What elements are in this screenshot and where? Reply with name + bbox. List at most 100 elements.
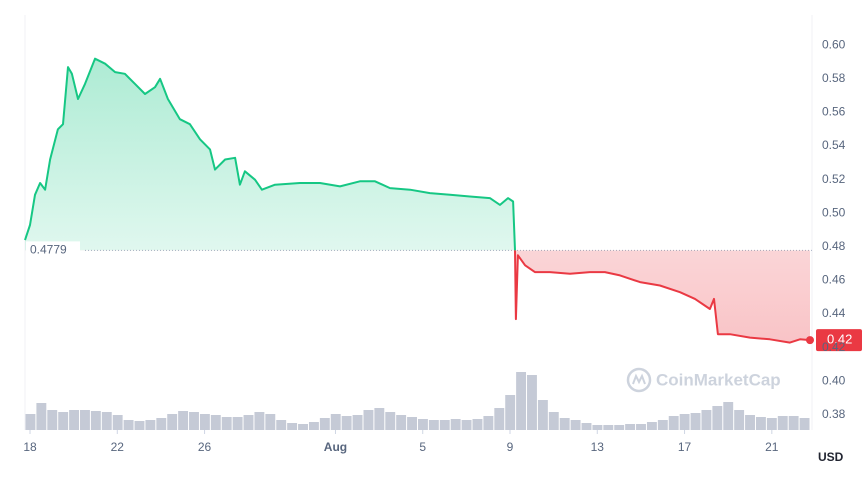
volume-bar (265, 414, 276, 430)
current-price-dot (806, 336, 814, 345)
axes: 0.38 0.40 0.42 0.44 0.46 0.48 0.50 0.52 0.54 0.56… (23, 37, 845, 454)
watermark-logo (626, 367, 652, 393)
y-tick-label: 0.52 (822, 172, 846, 186)
volume-bar (450, 419, 461, 430)
watermark-logo-mark (632, 373, 646, 385)
volume-bar (156, 418, 167, 430)
price-line-down (514, 250, 811, 344)
volume-bar (123, 420, 134, 430)
volume-bar (766, 418, 777, 430)
volume-bar (690, 413, 701, 430)
volume-bar (712, 406, 723, 430)
volume-bar (472, 419, 483, 430)
volume-bar (112, 415, 123, 430)
volume-bar (701, 410, 712, 430)
volume-bar (287, 423, 298, 430)
volume-bar (374, 408, 385, 430)
volume-bar (745, 415, 755, 430)
baseline-label-bg (26, 241, 80, 260)
y-tick-label: 0.60 (822, 37, 846, 51)
current-price-badge (816, 329, 862, 352)
volume-bar (69, 410, 80, 430)
volume-bar (178, 411, 189, 430)
volume-bar (548, 412, 559, 430)
x-tick-label: 22 (111, 440, 125, 454)
volume-bar (199, 414, 210, 430)
volume-bar (210, 415, 221, 430)
x-tick-label: 9 (507, 440, 514, 454)
volume-bar (636, 424, 646, 430)
volume-bar (36, 403, 47, 430)
volume-bar (189, 412, 199, 430)
x-tick-label: Aug (324, 440, 347, 454)
volume-bar (145, 420, 156, 430)
volume-bar (385, 412, 396, 430)
y-tick-label: 0.48 (822, 239, 846, 253)
volume-bar (341, 416, 352, 430)
y-tick-label: 0.42 (822, 340, 846, 354)
volume-bar (47, 410, 58, 430)
volume-bar (581, 423, 592, 430)
volume-bar (570, 420, 581, 430)
y-tick-label: 0.40 (822, 373, 846, 387)
volume-bar (723, 402, 734, 430)
volume-bar (755, 417, 766, 430)
volume-bar (298, 424, 308, 430)
y-axis-unit: USD (818, 450, 844, 464)
x-tick-label: 5 (419, 440, 426, 454)
y-tick-label: 0.50 (822, 205, 846, 219)
baseline-label: 0.4779 (30, 243, 67, 257)
volume-bar (592, 425, 603, 430)
grid (24, 15, 813, 430)
volume-bar (254, 412, 265, 430)
volume-bar (363, 410, 374, 430)
plot: 0.42 0.4779 (24, 57, 862, 352)
x-tick-label: 18 (23, 440, 37, 454)
volume-bar (439, 420, 450, 430)
volume-bar (101, 412, 112, 430)
y-tick-label: 0.46 (822, 273, 846, 287)
x-tick-label: 17 (678, 440, 692, 454)
volume-bar (625, 424, 636, 430)
volume-bar (734, 410, 745, 430)
volume-bar (483, 416, 494, 430)
volume-bar (58, 412, 69, 430)
volume-bar (559, 418, 570, 430)
volume-bar (777, 416, 788, 430)
volume-bar (679, 414, 690, 430)
volume-bar (428, 420, 439, 430)
volume-bar (505, 395, 516, 430)
volume-bar (330, 414, 341, 430)
volume-bar (243, 415, 254, 430)
volume-bar (90, 411, 101, 430)
price-line-up (24, 57, 517, 251)
volume-bar (461, 420, 472, 430)
volume-bar (527, 375, 537, 430)
volume-bar (319, 418, 330, 430)
volume-bar (25, 414, 36, 430)
volume-bar (221, 417, 232, 430)
volume-bar (167, 414, 178, 430)
volume-bar (276, 420, 287, 430)
volume-bar (232, 417, 243, 430)
volume-bar (537, 400, 548, 430)
x-tick-label: 26 (198, 440, 212, 454)
volume-bar (614, 425, 625, 430)
volume-bar (418, 419, 428, 430)
y-tick-label: 0.58 (822, 71, 846, 85)
volume-bar (407, 417, 417, 430)
y-tick-label: 0.38 (822, 407, 846, 421)
volume-bar (134, 421, 145, 430)
watermark-text: CoinMarketCap (656, 370, 781, 389)
y-tick-label: 0.54 (822, 138, 846, 152)
volume-bar (657, 420, 668, 430)
area-up (25, 58, 516, 251)
volume-bar (668, 416, 679, 430)
y-tick-label: 0.44 (822, 306, 846, 320)
watermark: CoinMarketCap (626, 367, 781, 393)
x-tick-label: 21 (765, 440, 779, 454)
volume-bar (494, 408, 505, 430)
volume-bar (352, 415, 363, 430)
volume-bar (788, 416, 799, 430)
